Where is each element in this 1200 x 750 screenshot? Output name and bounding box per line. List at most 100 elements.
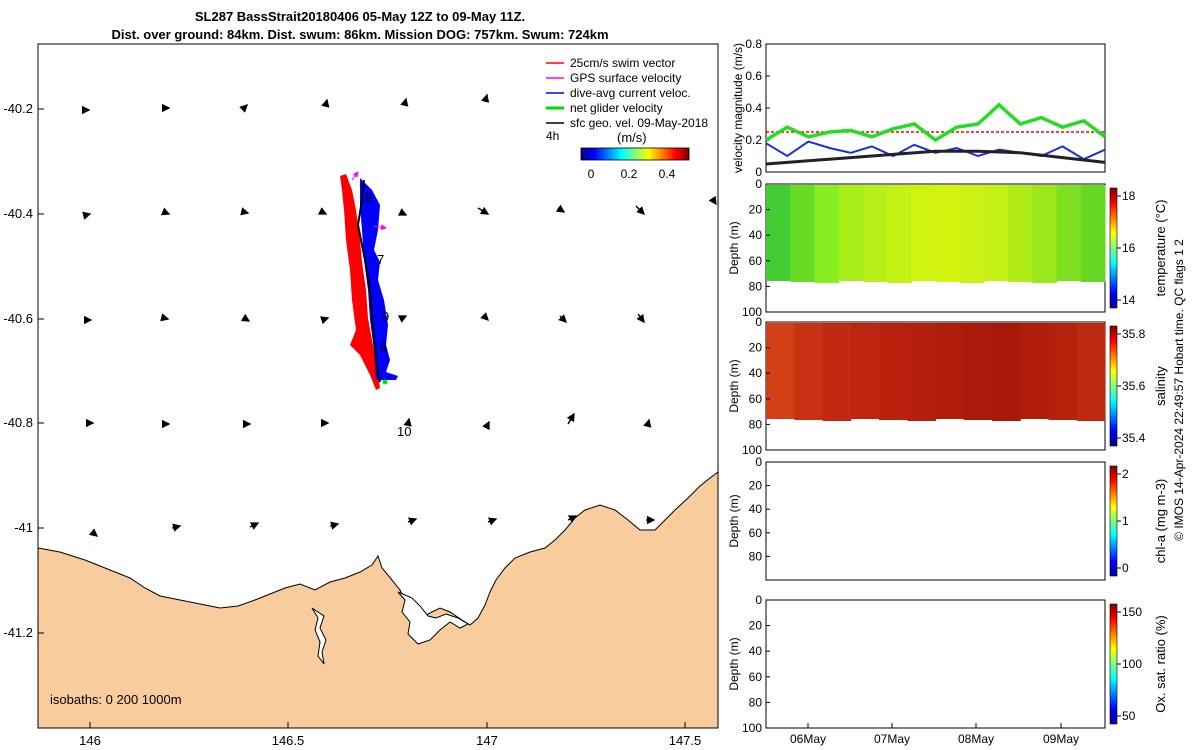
velocity-panel: 0 0.2 0.4 0.6 0.8 velocity magnitude (m/s) — [731, 37, 1107, 179]
geo-velocity-arrow — [708, 195, 717, 206]
profile-y-tick-label: 0 — [755, 593, 762, 607]
day-label: 9 — [382, 309, 389, 324]
profile-y-tick-label: 80 — [749, 695, 763, 709]
geo-velocity-arrow — [249, 522, 260, 530]
profile-panel: 0 20 40 60 80 Depth (m) 2 1 0 chl-a (mg m-3) — [727, 455, 1168, 581]
profile-data-column — [862, 185, 888, 282]
colorbar-tick-label: 50 — [1122, 709, 1136, 723]
profile-panel: 0 20 40 60 80 100 Depth (m) 18 16 14 temperature (… — [727, 177, 1168, 319]
profile-data-column — [911, 185, 936, 281]
profile-data-column — [766, 185, 791, 281]
profile-y-tick-label: 60 — [749, 526, 763, 540]
geo-velocity-arrow — [407, 517, 418, 526]
colorbar-tick-label: 100 — [1122, 657, 1142, 671]
imos-credit-note: © IMOS 14-Apr-2024 22:49:57 Hobart time.… — [1172, 239, 1186, 541]
geo-velocity-arrow — [82, 211, 92, 220]
geo-velocity-arrow — [487, 517, 498, 526]
surface-geostrophic-velocity-arrows — [82, 93, 717, 537]
map-panel: 146 146.5 147 147.5 -40.2 -40.4 -40.6 -40.8 -41… — [3, 43, 719, 748]
geo-velocity-arrow — [567, 515, 578, 523]
velocity-y-tick-label: 0.6 — [745, 69, 762, 83]
profile-colorbar-label: Ox. sat. ratio (%) — [1153, 615, 1168, 713]
colorbar-tick: 0 — [588, 167, 595, 181]
colorbar-tick-label: 1 — [1122, 514, 1129, 528]
profile-y-tick-label: 60 — [749, 392, 763, 406]
map-y-tick-label: -40.4 — [3, 206, 33, 221]
geo-velocity-arrow — [321, 98, 330, 108]
swim-vector-band — [340, 174, 380, 390]
legend-label: 25cm/s swim vector — [570, 56, 675, 70]
profile-y-tick-label: 20 — [749, 341, 763, 355]
profile-data-column — [794, 323, 824, 420]
profile-data-column — [992, 323, 1021, 421]
day-label: 8 — [365, 190, 372, 205]
colorbar-tick-label: 16 — [1122, 241, 1136, 255]
profile-y-tick-label: 80 — [749, 279, 763, 293]
geo-velocity-arrow — [403, 417, 412, 427]
time-tick-label: 09May — [1043, 732, 1079, 746]
velocity-y-ticks: 0 0.2 0.4 0.6 0.8 — [745, 37, 770, 179]
geo-velocity-arrow — [555, 204, 566, 213]
map-y-tick-label: -41.2 — [3, 625, 33, 640]
velocity-series-line — [765, 140, 1106, 161]
map-y-tick-label: -40.6 — [3, 311, 33, 326]
legend-label: dive-avg current veloc. — [570, 86, 691, 100]
gps-velocity-arrow — [373, 224, 387, 231]
profile-colorbar — [1109, 603, 1118, 725]
profile-data-column — [959, 185, 985, 283]
geo-velocity-arrow — [477, 206, 490, 215]
geo-velocity-arrow — [558, 314, 567, 323]
profile-y-tick-label: 80 — [749, 417, 763, 431]
profile-ylabel: Depth (m) — [727, 221, 741, 274]
time-tick-label: 08May — [958, 732, 994, 746]
time-axis-ticks: 06May 07May 08May 09May — [790, 723, 1079, 746]
profile-y-tick-label: 100 — [742, 443, 762, 457]
profile-colorbar — [1109, 465, 1118, 577]
geo-velocity-arrow — [635, 205, 645, 215]
chart-title-line-1: SL287 BassStrait20180406 05-May 12Z to 0… — [194, 9, 526, 24]
profile-panel: 0 20 40 60 80 100 Depth (m) 150 100 50 Ox. sat. ra… — [727, 593, 1168, 735]
current-velocity-band — [360, 178, 398, 380]
profile-colorbar-label: temperature (°C) — [1153, 200, 1168, 297]
geo-velocity-arrow — [636, 313, 645, 324]
gps-velocity-arrow — [351, 171, 359, 181]
geo-velocity-arrow — [481, 93, 490, 103]
map-x-tick-label: 147.5 — [669, 733, 702, 748]
profile-data-column — [1076, 323, 1106, 421]
velocity-y-tick-label: 0.8 — [745, 37, 762, 51]
map-axes-box — [37, 43, 719, 729]
chart-title-line-2: Dist. over ground: 84km. Dist. swum: 86k… — [111, 27, 609, 42]
map-x-tick-label: 147 — [476, 733, 498, 748]
profile-data-column — [814, 185, 840, 283]
colorbar-tick-label: 35.4 — [1122, 431, 1146, 445]
geo-velocity-arrow — [171, 523, 182, 532]
isobath-note: isobaths: 0 200 1000m — [50, 692, 182, 707]
profile-ylabel: Depth (m) — [727, 359, 741, 412]
profile-y-tick-label: 100 — [742, 721, 762, 735]
day-label: 10 — [397, 424, 411, 439]
profile-data-column — [838, 185, 864, 281]
geo-velocity-arrow — [397, 208, 408, 216]
velocity-series-line — [765, 102, 1107, 143]
legend-label: GPS surface velocity — [570, 71, 681, 85]
colorbar-tick-label: 35.8 — [1122, 327, 1146, 341]
river-inlet — [311, 607, 327, 665]
velocity-series — [765, 102, 1107, 166]
profile-data-column — [907, 323, 937, 421]
profile-axes-box — [765, 599, 1106, 729]
profile-y-tick-label: 60 — [749, 254, 763, 268]
day-label: 6 — [380, 340, 387, 355]
colorbar-tick: 0.2 — [621, 167, 638, 181]
profile-y-tick-label: 100 — [742, 305, 762, 319]
profile-y-tick-label: 0 — [755, 315, 762, 329]
geo-velocity-arrow — [480, 312, 489, 321]
profile-data-column — [963, 323, 993, 420]
profile-y-tick-label: 20 — [749, 203, 763, 217]
velocity-y-tick-label: 0.4 — [745, 101, 762, 115]
velocity-y-tick-label: 0.2 — [745, 133, 762, 147]
geo-velocity-arrow — [400, 97, 409, 107]
time-tick-label: 06May — [790, 732, 826, 746]
profile-data-column — [983, 185, 1009, 281]
geo-velocity-arrow — [329, 521, 340, 530]
